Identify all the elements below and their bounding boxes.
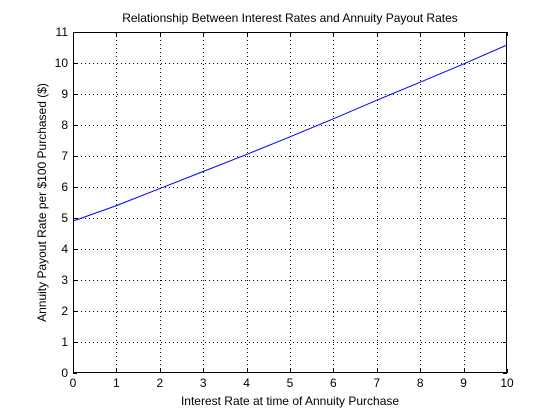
y-tick-label: 0 xyxy=(61,366,68,380)
y-tick-label: 1 xyxy=(61,335,68,349)
x-tick-label: 0 xyxy=(70,376,77,390)
x-axis-title: Interest Rate at time of Annuity Purchas… xyxy=(181,394,399,408)
plot-frame xyxy=(73,32,507,373)
grid xyxy=(73,32,507,373)
x-tick-label: 7 xyxy=(373,376,380,390)
chart-title: Relationship Between Interest Rates and … xyxy=(122,11,458,25)
y-tick-label: 4 xyxy=(61,242,68,256)
series-layer xyxy=(72,44,508,222)
y-tick-label: 8 xyxy=(61,118,68,132)
x-tick-label: 5 xyxy=(287,376,294,390)
x-tick-label: 6 xyxy=(330,376,337,390)
y-tick-label: 11 xyxy=(56,25,69,39)
y-tick-label: 7 xyxy=(61,149,68,163)
x-tick-label: 8 xyxy=(417,376,424,390)
y-axis-title: Annuity Payout Rate per $100 Purchased (… xyxy=(35,83,49,322)
x-tick-label: 9 xyxy=(460,376,467,390)
y-tick-label: 5 xyxy=(61,211,68,225)
x-tick-label: 4 xyxy=(243,376,250,390)
series-line xyxy=(72,44,508,222)
y-tick-label: 10 xyxy=(55,56,69,70)
x-tick-label: 1 xyxy=(113,376,120,390)
ticks: 0 1 2 3 4 5 6 7 8 9 10 0 1 2 3 4 5 6 7 8 9 10 11 xyxy=(55,25,514,390)
y-tick-label: 2 xyxy=(61,304,68,318)
x-tick-label: 2 xyxy=(156,376,163,390)
y-tick-label: 6 xyxy=(61,180,68,194)
x-tick-label: 10 xyxy=(500,376,514,390)
x-tick-label: 3 xyxy=(200,376,207,390)
y-tick-label: 9 xyxy=(61,87,68,101)
y-tick-label: 3 xyxy=(61,273,68,287)
